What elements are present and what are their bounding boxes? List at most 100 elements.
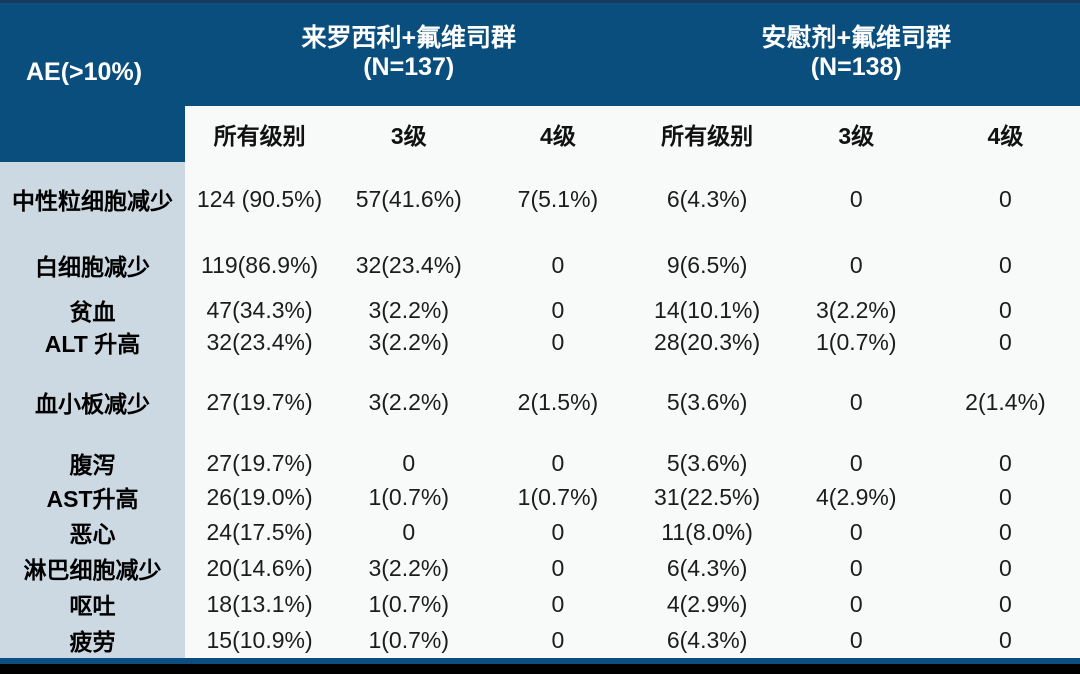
- cell-value: 7(5.1%): [517, 185, 599, 212]
- cell-value: 6(4.3%): [666, 626, 748, 653]
- cell-value: 6(4.3%): [666, 554, 748, 581]
- table-row-alt-increase: ALT 升高 32(23.4%) 3(2.2%) 0 28(20.3%) 1(0…: [0, 326, 1080, 358]
- cell-value: 0: [999, 590, 1012, 617]
- cell-value: 4(2.9%): [816, 483, 897, 510]
- cell-value: 0: [551, 296, 565, 323]
- cell-value: 0: [849, 518, 863, 545]
- cell-value: 2(1.4%): [965, 388, 1046, 415]
- table-row-diarrhea: 腹泻 27(19.7%) 0 0 5(3.6%) 0 0: [0, 446, 1080, 480]
- row-label: 中性粒细胞减少: [0, 162, 185, 236]
- table-row-thrombocytopenia: 血小板减少 27(19.7%) 3(2.2%) 2(1.5%) 5(3.6%) …: [0, 358, 1080, 446]
- cell-value: 0: [849, 388, 863, 415]
- cell-value: 24(17.5%): [206, 518, 313, 545]
- bottom-divider: [0, 658, 1080, 664]
- cell-value: 124 (90.5%): [196, 185, 323, 212]
- cell-value: 31(22.5%): [654, 483, 761, 510]
- cell-value: 0: [402, 518, 416, 545]
- cell-value: 1(0.7%): [368, 626, 450, 653]
- table-row-vomiting: 呕吐 18(13.1%) 1(0.7%) 0 4(2.9%) 0 0: [0, 586, 1080, 622]
- group-n: (N=137): [363, 53, 455, 81]
- table-row-nausea: 恶心 24(17.5%) 0 0 11(8.0%) 0 0: [0, 514, 1080, 550]
- cell-value: 0: [999, 518, 1012, 545]
- row-label: 恶心: [0, 514, 185, 550]
- cell-value: 0: [551, 554, 565, 581]
- subheader-all-grades-2: 所有级别: [661, 123, 754, 149]
- cell-value: 1(0.7%): [517, 483, 599, 510]
- subheader-grade3-1: 3级: [390, 123, 427, 149]
- row-label: 血小板减少: [0, 358, 185, 446]
- cell-value: 0: [849, 554, 863, 581]
- cell-value: 11(8.0%): [661, 518, 753, 545]
- row-label: 贫血: [0, 294, 185, 326]
- cell-value: 0: [849, 590, 863, 617]
- table-row-ast-increase: AST升高 26(19.0%) 1(0.7%) 1(0.7%) 31(22.5%…: [0, 480, 1080, 514]
- table-row-fatigue: 疲劳 15(10.9%) 1(0.7%) 0 6(4.3%) 0 0: [0, 622, 1080, 658]
- group-header-treatment: 来罗西利+氟维司群 (N=137): [185, 0, 633, 106]
- cell-value: 3(2.2%): [368, 388, 450, 415]
- subheader-row: 所有级别 3级 4级 所有级别 3级 4级: [185, 106, 1080, 162]
- cell-value: 119(86.9%): [200, 251, 319, 278]
- row-label: AST升高: [0, 480, 185, 514]
- cell-value: 0: [999, 185, 1012, 212]
- subheader-grade3-2: 3级: [838, 123, 875, 149]
- cell-value: 0: [999, 328, 1012, 355]
- cell-value: 57(41.6%): [355, 185, 462, 212]
- cell-value: 0: [849, 449, 863, 476]
- corner-label: AE(>10%): [26, 57, 143, 86]
- cell-value: 5(3.6%): [666, 449, 748, 476]
- group-header-row: 来罗西利+氟维司群 (N=137) 安慰剂+氟维司群 (N=138): [185, 0, 1080, 106]
- cell-value: 3(2.2%): [368, 296, 450, 323]
- cell-value: 28(20.3%): [654, 328, 761, 355]
- cell-value: 5(3.6%): [666, 388, 748, 415]
- cell-value: 32(23.4%): [206, 328, 313, 355]
- cell-value: 0: [551, 449, 565, 476]
- cell-value: 27(19.7%): [206, 388, 313, 415]
- row-label: 疲劳: [0, 622, 185, 658]
- cell-value: 3(2.2%): [368, 554, 450, 581]
- row-label: 淋巴细胞减少: [0, 550, 185, 586]
- cell-value: 0: [999, 251, 1012, 278]
- table-row-lymphopenia: 淋巴细胞减少 20(14.6%) 3(2.2%) 0 6(4.3%) 0 0: [0, 550, 1080, 586]
- cell-value: 0: [402, 449, 416, 476]
- table-body: 中性粒细胞减少 124 (90.5%) 57(41.6%) 7(5.1%) 6(…: [0, 162, 1080, 658]
- cell-value: 27(19.7%): [206, 449, 313, 476]
- table-row-neutropenia: 中性粒细胞减少 124 (90.5%) 57(41.6%) 7(5.1%) 6(…: [0, 162, 1080, 236]
- cell-value: 47(34.3%): [206, 296, 313, 323]
- cell-value: 9(6.5%): [666, 251, 748, 278]
- row-label: 腹泻: [0, 446, 185, 480]
- cell-value: 18(13.1%): [206, 590, 313, 617]
- corner-header-cell: AE(>10%): [0, 0, 185, 162]
- row-label: 白细胞减少: [0, 236, 185, 294]
- cell-value: 26(19.0%): [206, 483, 313, 510]
- cell-value: 3(2.2%): [368, 328, 450, 355]
- cell-value: 0: [999, 449, 1012, 476]
- row-label: 呕吐: [0, 586, 185, 622]
- cell-value: 0: [999, 483, 1012, 510]
- cell-value: 0: [999, 296, 1012, 323]
- cell-value: 0: [551, 518, 565, 545]
- cell-value: 15(10.9%): [206, 626, 313, 653]
- cell-value: 6(4.3%): [666, 185, 748, 212]
- subheader-grade4-1: 4级: [540, 123, 576, 149]
- group-n: (N=138): [810, 53, 902, 81]
- table-row-leukopenia: 白细胞减少 119(86.9%) 32(23.4%) 0 9(6.5%) 0 0: [0, 236, 1080, 294]
- group-header-placebo: 安慰剂+氟维司群 (N=138): [633, 0, 1080, 106]
- cell-value: 0: [551, 328, 565, 355]
- subheader-grade4-2: 4级: [987, 123, 1024, 149]
- bottom-bar: [0, 664, 1080, 674]
- cell-value: 0: [999, 554, 1012, 581]
- cell-value: 4(2.9%): [666, 590, 748, 617]
- row-label: ALT 升高: [0, 326, 185, 358]
- cell-value: 1(0.7%): [368, 483, 450, 510]
- cell-value: 0: [849, 185, 863, 212]
- group-title: 来罗西利+氟维司群: [301, 24, 517, 52]
- cell-value: 0: [849, 626, 863, 653]
- cell-value: 2(1.5%): [517, 388, 599, 415]
- cell-value: 14(10.1%): [654, 296, 761, 323]
- top-border: [0, 0, 1080, 3]
- table-row-anemia: 贫血 47(34.3%) 3(2.2%) 0 14(10.1%) 3(2.2%)…: [0, 294, 1080, 326]
- cell-value: 32(23.4%): [355, 251, 462, 278]
- cell-value: 0: [551, 251, 565, 278]
- group-title: 安慰剂+氟维司群: [761, 24, 952, 52]
